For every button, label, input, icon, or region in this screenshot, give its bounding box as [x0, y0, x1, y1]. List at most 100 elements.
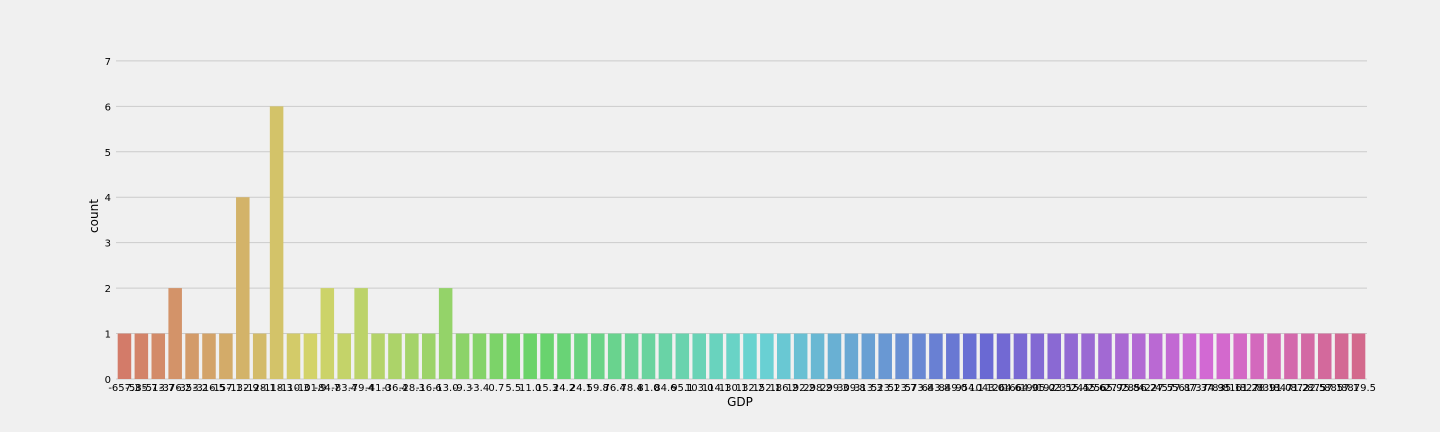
- x-tick-label: 8278.1: [1240, 383, 1275, 394]
- bar: [1047, 333, 1062, 379]
- bar: [1317, 333, 1332, 379]
- x-tick-label: -118.3: [260, 383, 292, 394]
- x-tick-label: 11.0: [519, 383, 541, 394]
- x-tick-label: -513.7: [142, 383, 174, 394]
- bars: [117, 106, 1366, 380]
- x-tick-label: -316.5: [193, 383, 225, 394]
- x-tick-label: -9.3: [453, 383, 473, 394]
- x-tick-label: 1905.0: [1020, 383, 1055, 394]
- bar: [1148, 333, 1163, 379]
- y-gridlines: [116, 60, 1367, 380]
- x-tick-label: 24.1: [570, 383, 592, 394]
- x-tick-label: 2455.6: [1071, 383, 1106, 394]
- x-axis-label: GDP: [727, 395, 753, 409]
- x-tick-label: 5617.3: [1172, 383, 1207, 394]
- x-tick-label: -157.1: [210, 383, 242, 394]
- bar: [252, 333, 267, 379]
- bar: [1301, 333, 1315, 379]
- x-tick-label: 0.7: [488, 383, 504, 394]
- bar: [337, 333, 351, 379]
- x-tick-label: 573.8: [905, 383, 934, 394]
- bar: [844, 333, 859, 379]
- bar: [574, 333, 588, 379]
- x-tick-label: 8161.2: [1223, 383, 1258, 394]
- bar: [743, 333, 757, 379]
- x-tick-label: -83.4: [331, 383, 357, 394]
- x-tick-label: 523.1: [871, 383, 900, 394]
- y-tick-label: 2: [105, 284, 111, 295]
- bar: [523, 333, 537, 379]
- y-tick-label: 4: [105, 193, 111, 204]
- bar: [540, 333, 554, 379]
- x-tick-label: 298.2: [803, 383, 832, 394]
- bar: [946, 333, 960, 379]
- x-tick-label: 15.3: [536, 383, 558, 394]
- x-tick-label: 8471.2: [1273, 383, 1308, 394]
- x-tick-label: 8391.0: [1257, 383, 1292, 394]
- bar: [472, 333, 487, 379]
- bar: [320, 288, 335, 379]
- bar: [793, 333, 808, 379]
- bar: [371, 333, 385, 379]
- x-tick-label: 299.3: [820, 383, 849, 394]
- x-tick-label: 78.4: [620, 383, 642, 394]
- bar: [388, 333, 402, 379]
- bar: [1199, 333, 1214, 379]
- x-tick-label: 1043.0: [969, 383, 1004, 394]
- x-tick-label: 152.1: [753, 383, 782, 394]
- bar: [1250, 333, 1264, 379]
- bar: [777, 333, 791, 379]
- bar: [1351, 333, 1366, 379]
- bar: [455, 333, 470, 379]
- bar: [912, 333, 926, 379]
- bar: [1064, 333, 1078, 379]
- x-tick-label: -376.2: [159, 383, 191, 394]
- bar: [219, 333, 233, 379]
- bar: [185, 333, 199, 379]
- bar: [506, 333, 521, 379]
- y-axis-label: count: [87, 199, 101, 233]
- x-tick-label: 523.7: [888, 383, 917, 394]
- bar: [726, 333, 740, 379]
- bar: [591, 333, 605, 379]
- x-tick-label: -132.9: [227, 383, 259, 394]
- x-tick-label: 1264.6: [986, 383, 1021, 394]
- y-tick-label: 3: [105, 239, 111, 250]
- x-tick-label: 8857.1: [1324, 383, 1359, 394]
- bar: [1098, 333, 1112, 379]
- x-tick-label: 2775.8: [1104, 383, 1139, 394]
- x-tick-label: 59.8: [587, 383, 609, 394]
- bar: [979, 333, 994, 379]
- x-tick-label: 132.2: [736, 383, 765, 394]
- y-tick-label: 5: [105, 148, 111, 159]
- x-tick-label: 5.5: [505, 383, 521, 394]
- bar: [202, 333, 216, 379]
- y-tick-label: 0: [105, 375, 111, 386]
- bar: [861, 333, 876, 379]
- x-tick-label: -353.2: [176, 383, 208, 394]
- x-tick-label: 849.0: [938, 383, 967, 394]
- x-tick-label: -101.9: [294, 383, 326, 394]
- bar: [1216, 333, 1231, 379]
- bar: [962, 333, 977, 379]
- bar: [624, 333, 639, 379]
- bar: [557, 333, 571, 379]
- bar: [658, 333, 673, 379]
- x-tick-label: 76.4: [604, 383, 626, 394]
- x-tick-label: 84.6: [654, 383, 676, 394]
- bar: [895, 333, 909, 379]
- bar: [810, 333, 825, 379]
- x-tick-label: 309.8: [837, 383, 866, 394]
- bar: [1013, 333, 1028, 379]
- x-tick-label: 954.1: [955, 383, 984, 394]
- bar: [1233, 333, 1247, 379]
- bar: [1182, 333, 1197, 379]
- x-tick-label: -28.3: [399, 383, 425, 394]
- bar: [641, 333, 656, 379]
- bar: [489, 333, 504, 379]
- x-tick-label: -79.4: [348, 383, 374, 394]
- x-tick-label: 2565.9: [1087, 383, 1122, 394]
- bar: [405, 333, 419, 379]
- x-tick-label: 24.2: [553, 383, 575, 394]
